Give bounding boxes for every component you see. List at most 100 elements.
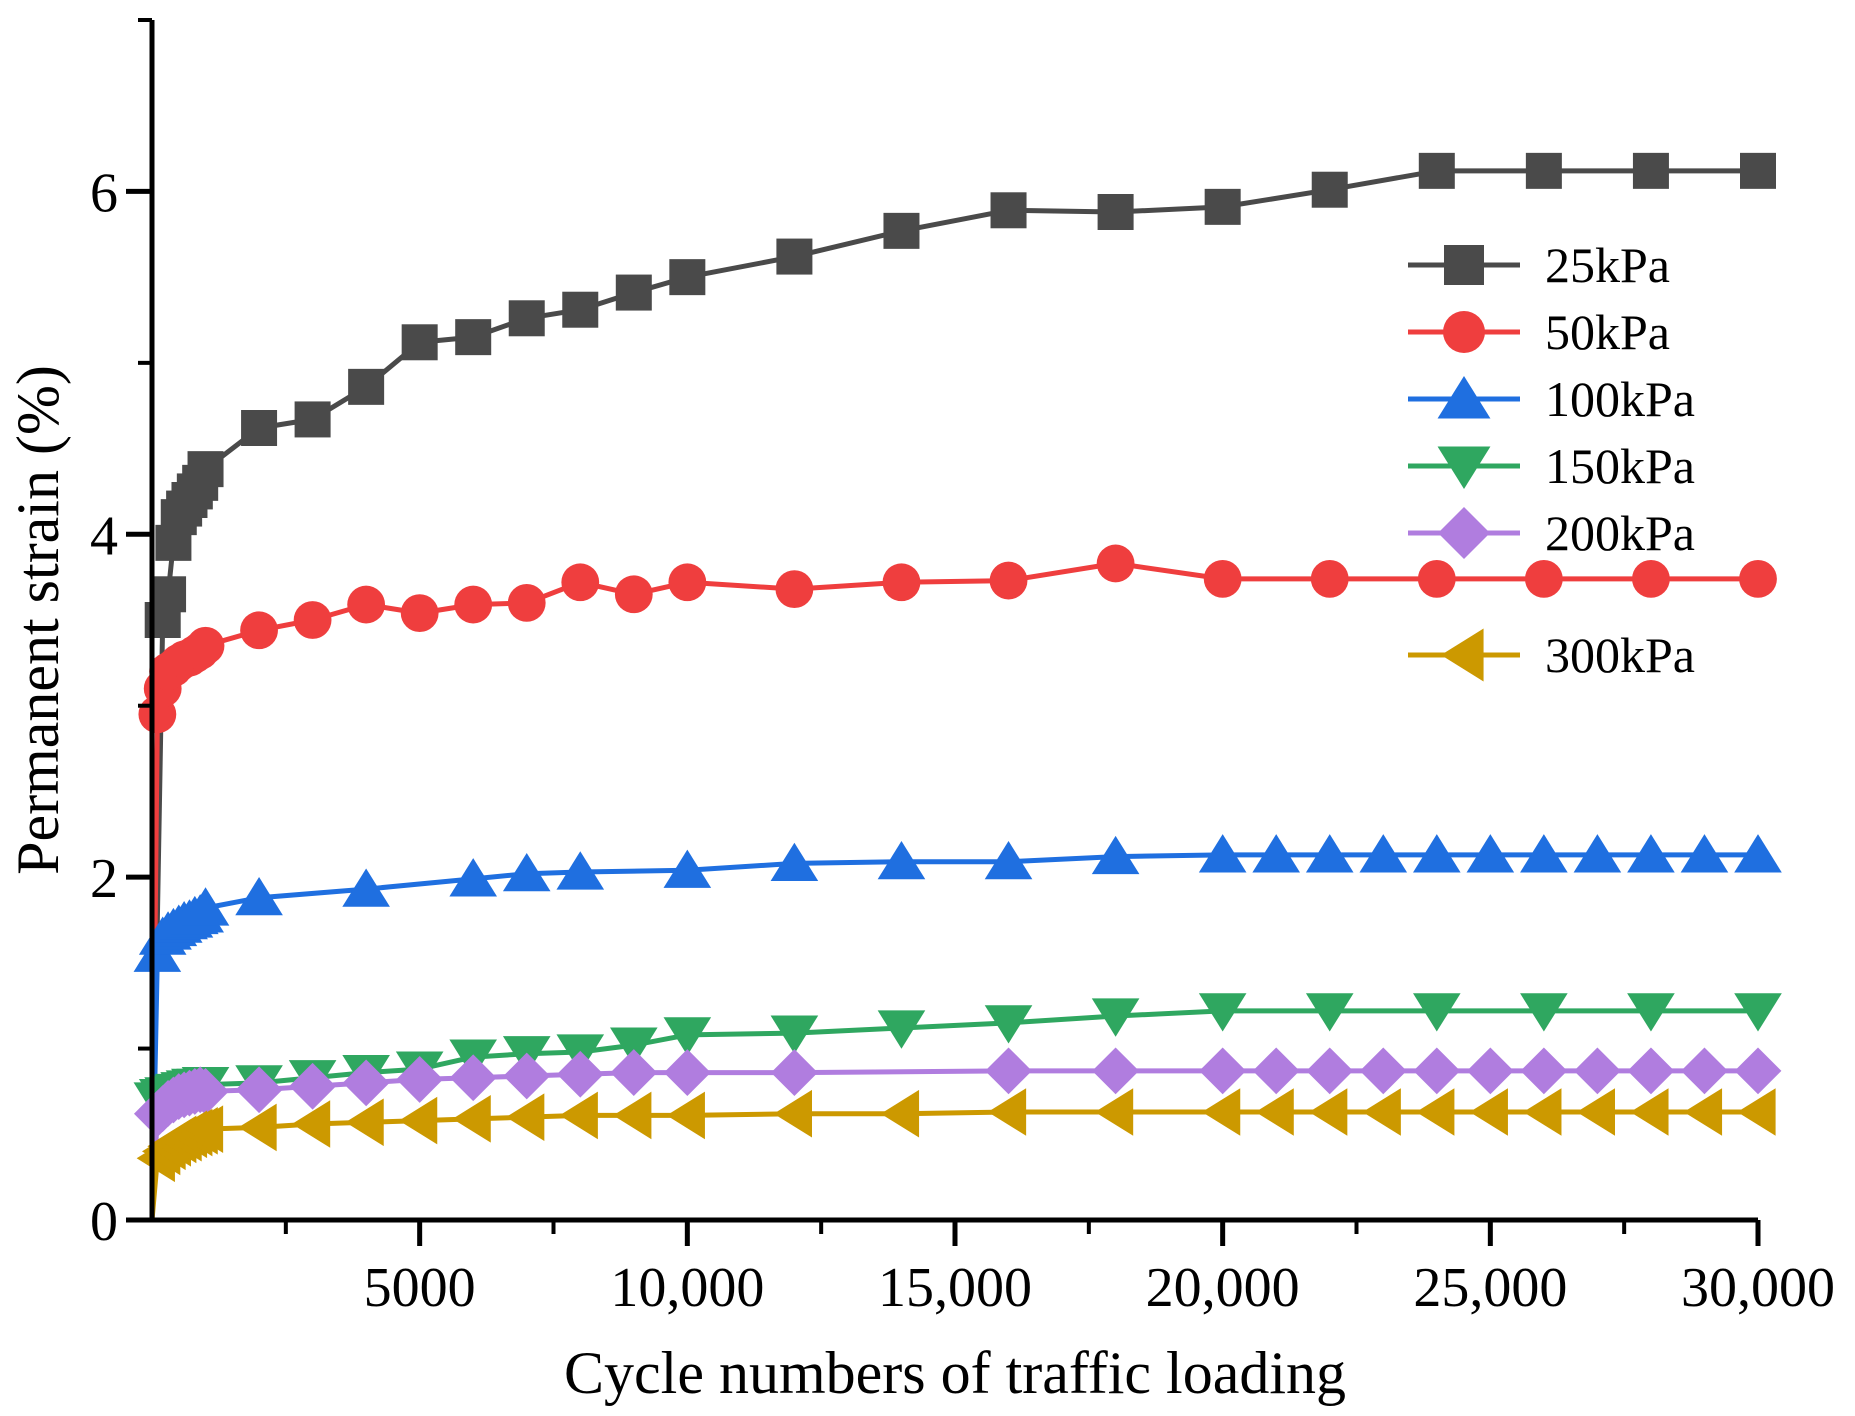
data-point-200kPa (1681, 1047, 1728, 1095)
data-point-50kPa (1310, 559, 1349, 598)
data-point-200kPa (1252, 1047, 1300, 1095)
data-point-200kPa (1359, 1047, 1407, 1095)
y-tick-label: 6 (90, 162, 118, 224)
data-point-100kPa (1680, 834, 1729, 873)
data-point-100kPa (1305, 834, 1354, 873)
series-300kPa (136, 1088, 1776, 1221)
data-point-100kPa (1198, 834, 1247, 873)
data-point-200kPa (985, 1047, 1032, 1095)
legend-marker (1437, 376, 1491, 419)
x-tick-label: 20,000 (1146, 1257, 1300, 1319)
data-point-300kPa (987, 1088, 1027, 1136)
data-point-200kPa (556, 1050, 604, 1098)
data-point-100kPa (1573, 834, 1622, 873)
data-point-100kPa (1252, 834, 1301, 873)
data-point-50kPa (454, 585, 493, 624)
data-point-300kPa (559, 1091, 598, 1140)
data-point-25kPa (187, 451, 224, 488)
data-point-200kPa (1574, 1047, 1621, 1095)
data-point-50kPa (989, 561, 1028, 600)
data-point-100kPa (1359, 834, 1408, 873)
data-point-100kPa (235, 877, 283, 916)
data-point-25kPa (508, 300, 545, 337)
x-tick-label: 15,000 (878, 1257, 1032, 1319)
data-point-25kPa (1418, 152, 1455, 189)
data-point-100kPa (1466, 834, 1515, 873)
series-200kPa (133, 1047, 1782, 1221)
data-point-200kPa (342, 1059, 390, 1107)
data-point-300kPa (1683, 1088, 1723, 1136)
data-point-25kPa (1632, 152, 1669, 189)
data-point-200kPa (289, 1062, 336, 1110)
series-100kPa (133, 834, 1782, 1221)
axes (149, 20, 1758, 1223)
x-tick-label: 10,000 (610, 1257, 764, 1319)
data-point-25kPa (1204, 188, 1241, 225)
data-point-300kPa (1094, 1088, 1134, 1136)
data-point-150kPa (1520, 993, 1568, 1032)
data-point-25kPa (669, 259, 706, 296)
legend-item-200kPa: 200kPa (1408, 505, 1695, 561)
data-point-300kPa (1201, 1088, 1241, 1136)
series-line-300kPa (149, 1109, 1758, 1221)
data-point-200kPa (610, 1049, 658, 1096)
series-line-150kPa (149, 1008, 1758, 1221)
data-point-100kPa (663, 849, 712, 888)
data-point-300kPa (1737, 1088, 1776, 1136)
data-point-50kPa (1739, 559, 1777, 598)
data-point-50kPa (1524, 559, 1563, 598)
data-point-25kPa (401, 324, 438, 361)
data-point-150kPa (1627, 993, 1675, 1032)
x-tick-label: 5000 (364, 1257, 476, 1319)
data-point-300kPa (184, 1105, 224, 1153)
data-point-300kPa (1469, 1088, 1508, 1136)
series-line-100kPa (149, 852, 1758, 1221)
data-point-200kPa (1466, 1047, 1514, 1095)
data-point-150kPa (1412, 993, 1461, 1032)
data-point-150kPa (609, 1027, 658, 1066)
data-point-100kPa (1412, 834, 1461, 873)
legend-label: 300kPa (1545, 627, 1695, 683)
data-point-25kPa (776, 238, 813, 275)
data-point-50kPa (1203, 559, 1242, 598)
data-point-200kPa (1306, 1047, 1354, 1095)
data-point-100kPa (1520, 834, 1568, 873)
data-point-200kPa (235, 1066, 283, 1114)
data-point-300kPa (1523, 1088, 1562, 1136)
data-point-200kPa (503, 1052, 551, 1100)
data-point-300kPa (666, 1091, 705, 1140)
data-point-200kPa (1520, 1047, 1568, 1095)
data-point-25kPa (150, 576, 187, 613)
x-tick-label: 30,000 (1681, 1257, 1835, 1319)
data-point-25kPa (455, 319, 492, 356)
data-point-100kPa (984, 841, 1033, 880)
y-tick-label: 2 (90, 848, 118, 910)
data-point-100kPa (449, 858, 498, 897)
plot-area (133, 152, 1782, 1221)
data-point-100kPa (342, 868, 390, 907)
data-point-100kPa (1734, 834, 1782, 873)
legend-marker (1437, 446, 1491, 489)
data-point-25kPa (348, 368, 385, 405)
data-point-300kPa (291, 1100, 331, 1148)
data-point-150kPa (984, 1005, 1033, 1044)
data-point-100kPa (1627, 834, 1675, 873)
data-point-50kPa (561, 563, 600, 602)
data-point-300kPa (613, 1091, 652, 1140)
data-point-100kPa (502, 853, 551, 892)
y-tick-label: 0 (90, 1191, 118, 1253)
data-point-25kPa (1311, 171, 1348, 208)
data-point-50kPa (347, 585, 386, 624)
data-point-150kPa (1734, 993, 1782, 1032)
data-point-150kPa (1198, 993, 1247, 1032)
legend-item-100kPa: 100kPa (1408, 371, 1695, 427)
data-point-300kPa (880, 1089, 920, 1138)
data-point-300kPa (506, 1093, 545, 1141)
data-point-150kPa (770, 1015, 819, 1054)
data-point-200kPa (1734, 1047, 1782, 1095)
data-point-300kPa (452, 1095, 491, 1143)
ticks: 5000 10,000 15,000 20,000 25,000 30,000 0 2 4 6 (90, 18, 1835, 1319)
x-axis-title: Cycle numbers of traffic loading (564, 1340, 1346, 1406)
data-point-200kPa (771, 1049, 818, 1096)
data-point-100kPa (770, 842, 819, 882)
